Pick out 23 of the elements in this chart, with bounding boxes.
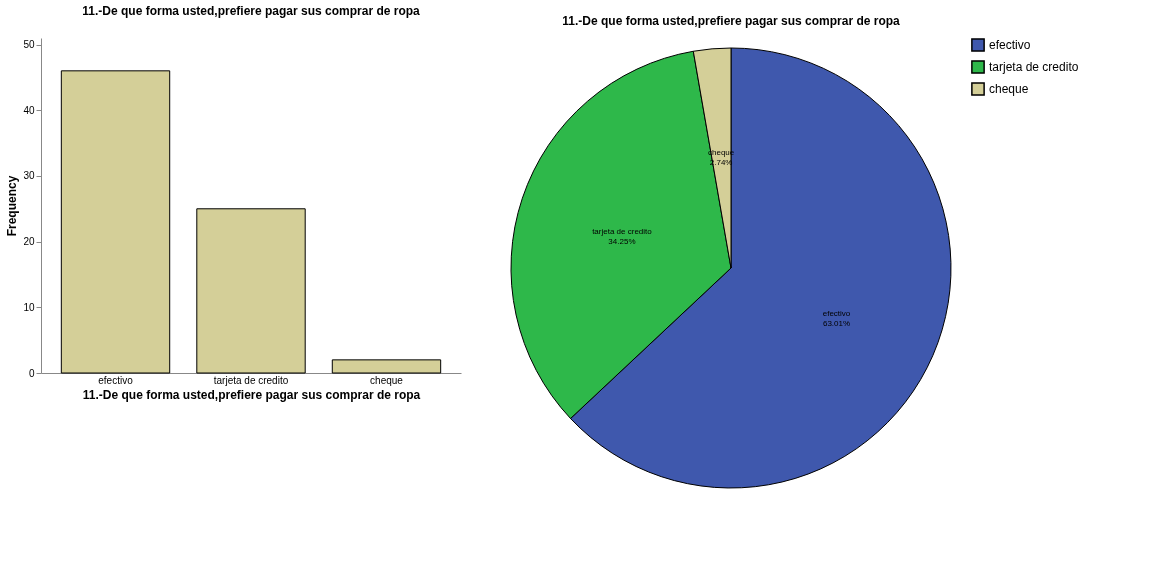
x-tick-label: tarjeta de credito <box>213 374 289 386</box>
y-tick-label: 0 <box>28 367 35 379</box>
y-tick-label: 10 <box>23 301 35 313</box>
bar <box>331 359 442 374</box>
x-axis-title: 11.-De que forma usted,prefiere pagar sus comprar de ropa <box>82 387 421 402</box>
y-tick-label: 30 <box>23 170 35 182</box>
y-tick-label: 50 <box>23 39 35 51</box>
y-axis-title: Frequency <box>5 175 20 237</box>
data-label: 34.25% <box>608 236 636 246</box>
bar <box>60 70 171 374</box>
chart-title: 11.-De que forma usted,prefiere pagar sus comprar de ropa <box>82 4 421 18</box>
legend-label: efectivo <box>989 38 1031 52</box>
slice-label: tarjeta de credito <box>592 226 653 236</box>
legend-label: cheque <box>989 82 1029 96</box>
y-tick-label: 40 <box>23 104 35 116</box>
bar <box>196 208 306 374</box>
x-tick-label: efectivo <box>98 374 134 386</box>
slice-label: efectivo <box>822 308 851 318</box>
y-tick-label: 20 <box>23 236 35 248</box>
x-tick-label: cheque <box>370 374 404 386</box>
legend-label: tarjeta de credito <box>989 60 1079 74</box>
data-label: 63.01% <box>822 318 851 328</box>
chart-title: 11.-De que forma usted,prefiere pagar sus comprar de ropa <box>562 14 901 28</box>
